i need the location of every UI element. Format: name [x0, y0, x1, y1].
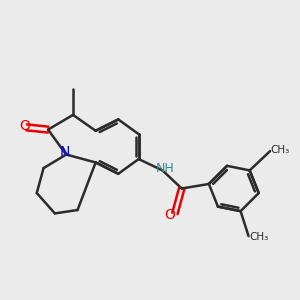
- Text: N: N: [60, 145, 70, 159]
- Text: O: O: [19, 119, 30, 133]
- Text: CH₃: CH₃: [249, 232, 268, 242]
- Text: O: O: [164, 208, 175, 222]
- Text: NH: NH: [155, 162, 174, 175]
- Text: CH₃: CH₃: [271, 145, 290, 155]
